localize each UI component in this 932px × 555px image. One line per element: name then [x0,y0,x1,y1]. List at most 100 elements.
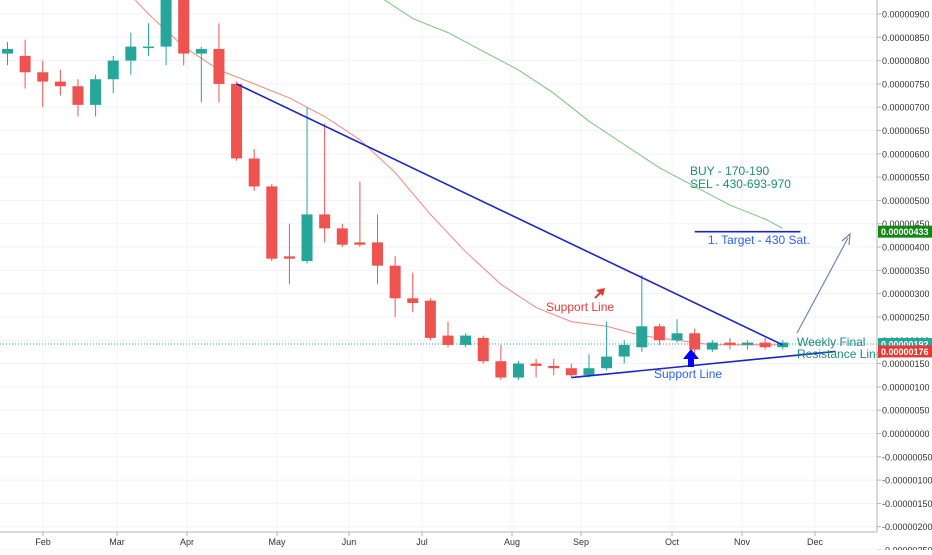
candle [724,337,736,350]
candle [618,340,630,364]
y-tick-label: -0.00000200 [882,522,932,532]
candle-body [72,86,84,105]
y-tick-label: 0.00000000 [882,429,930,439]
candle [283,223,295,285]
candle [266,184,278,262]
candle [759,337,771,350]
candle-body [653,326,665,341]
ma-short-line [134,0,783,346]
candle-body [742,342,754,345]
y-tick-label: 0.00000250 [882,312,930,322]
x-tick-label: Mar [109,537,125,547]
y-tick-label: 0.00000700 [882,103,930,113]
candle-body [125,46,137,61]
candle [442,321,454,348]
candle [37,60,49,108]
annotation-target: 1. Target - 430 Sat. [708,233,810,247]
candle-body [601,356,613,369]
price-label-text: 0.00000433 [881,227,929,237]
grid [0,0,877,551]
y-tick-label: -0.00000250 [882,546,932,551]
candle-body [530,363,542,366]
candle [142,23,154,56]
candle [72,79,84,117]
trendlines [236,83,836,379]
candle [424,298,436,341]
candle-body [354,242,366,245]
y-tick-label: 0.00000550 [882,173,930,183]
red-arrow-icon [594,288,605,299]
y-tick-label: 0.00000300 [882,289,930,299]
x-tick-label: Dec [807,537,824,547]
y-tick-label: -0.00000050 [882,452,932,462]
candle-body [19,55,31,73]
candle [512,361,524,380]
candle [583,354,595,378]
candle [389,256,401,317]
y-tick-label: 0.00000450 [882,219,930,229]
candle [601,321,613,371]
candle-body [512,363,524,378]
candle [301,107,313,264]
candle-body [618,344,630,357]
x-tick-label: May [268,537,286,547]
candle-body [477,337,489,362]
candle-body [195,48,207,54]
candle [530,358,542,378]
candle [336,223,348,248]
candle-body [231,83,243,159]
candles [2,0,789,380]
candle [213,23,225,103]
price-label: 0.00000176 [878,345,932,358]
x-tick-label: Aug [504,537,520,547]
candle-body [160,0,172,47]
candle [689,328,701,355]
x-tick-label: Feb [35,537,51,547]
candle-body [583,368,595,376]
candle-body [689,333,701,350]
y-tick-label: 0.00000050 [882,406,930,416]
axes [0,0,878,533]
x-tick-label: Sep [573,537,589,547]
candle [231,81,243,161]
candle [19,39,31,89]
candle [653,323,665,345]
candle-body [460,335,472,345]
candle-body [90,79,102,105]
price-label-text: 0.00000176 [881,347,929,357]
candle-body [213,48,225,84]
candle-body [724,342,736,345]
candle-body [706,342,718,350]
candle [107,55,119,94]
x-tick-label: Apr [180,537,194,547]
price-label-box [878,345,932,358]
annotation-resistance-1: Weekly Final [797,335,865,349]
candle [548,358,560,376]
candle-body [495,361,507,378]
y-tick-label: 0.00000150 [882,359,930,369]
candle-body [2,48,13,54]
y-tick-label: -0.00000100 [882,476,932,486]
candle-body [389,265,401,299]
candle-body [142,46,154,49]
candle-body [336,228,348,245]
candle-body [37,72,49,82]
candle-body [407,298,419,303]
candle [407,272,419,313]
candle [706,340,718,352]
candle-body [301,214,313,262]
x-tick-label: Jun [342,537,357,547]
candle-body [54,81,66,87]
annotation-buy: BUY - 170-190 [690,164,769,178]
candle [195,46,207,103]
candle-body [107,60,119,80]
annotation-resistance-2: Resistance Line [797,347,883,361]
trendline-resistance [236,83,784,346]
x-tick-label: Jul [416,537,428,547]
y-tick-label: 0.00000600 [882,149,930,159]
candle-body [319,214,331,229]
x-tick-label: Nov [734,537,751,547]
